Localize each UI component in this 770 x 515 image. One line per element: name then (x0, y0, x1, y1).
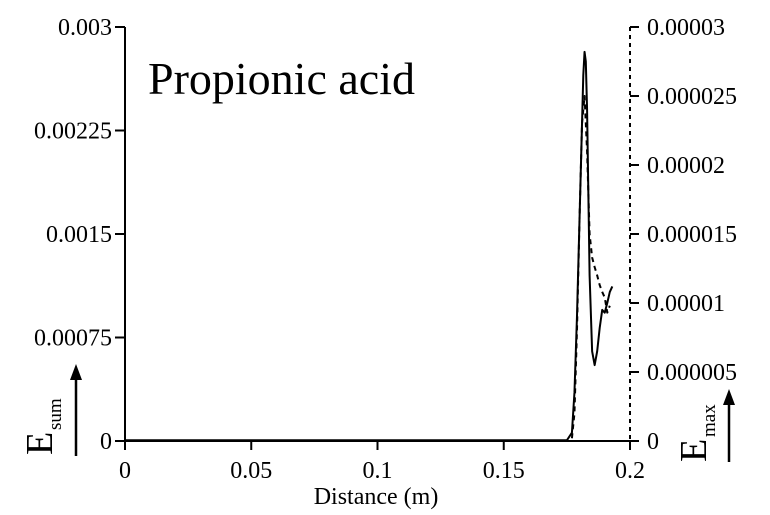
y-left-label-sub: sum (45, 398, 66, 430)
series-line-emax (570, 95, 611, 439)
y-right-tick-label: 0.00001 (647, 291, 725, 317)
x-tick-label: 0.1 (363, 458, 393, 484)
y-right-tick-label: 0.00002 (647, 153, 725, 179)
x-axis-label: Distance (m) (314, 484, 439, 510)
x-tick-label: 0 (119, 458, 131, 484)
chart-title: Propionic acid (148, 53, 415, 104)
y-left-tick-label: 0.00225 (34, 119, 112, 145)
x-tick-label: 0.15 (483, 458, 525, 484)
series-layer (125, 50, 614, 442)
y-left-tick-label: 0.003 (58, 15, 112, 41)
y-right-tick-label: 0.000025 (647, 84, 737, 110)
x-tick-label: 0.05 (230, 458, 272, 484)
y-right-axis-arrow (723, 389, 735, 462)
x-tick-label: 0.2 (615, 458, 645, 484)
y-right-tick-label: 0.000005 (647, 360, 737, 386)
labels-layer: Propionic acid Distance (m) E sum E max (19, 53, 735, 510)
y-left-label-main: E (19, 432, 61, 455)
y-left-tick-label: 0.0015 (46, 222, 112, 248)
y-left-tick-label: 0.00075 (34, 326, 112, 352)
y-right-tick-label: 0.000015 (647, 222, 737, 248)
axes: 0 0.05 0.1 0.15 0.200.000750.00150.002250.00… (34, 15, 737, 484)
series-line-esum (125, 50, 614, 442)
y-left-axis-label: E sum (19, 398, 66, 455)
y-right-axis-label: E max (673, 404, 720, 462)
y-right-label-main: E (673, 439, 715, 462)
y-right-tick-label: 0 (647, 429, 659, 455)
y-right-tick-label: 0.00003 (647, 15, 725, 41)
y-left-axis-arrow (70, 364, 82, 456)
y-right-label-sub: max (699, 404, 720, 437)
y-left-tick-label: 0 (100, 429, 112, 455)
